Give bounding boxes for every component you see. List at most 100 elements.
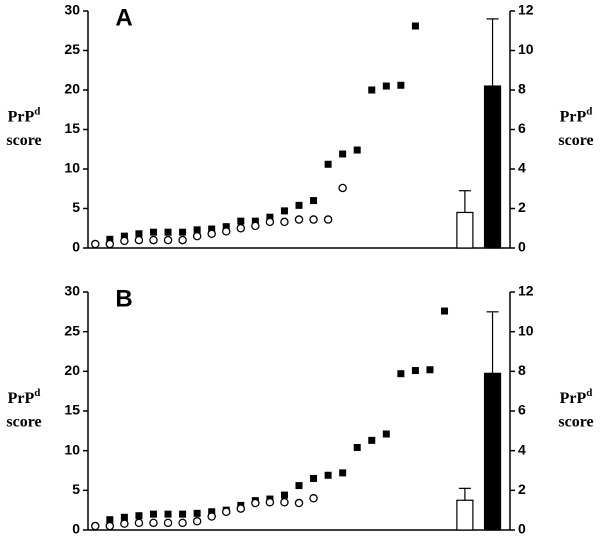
circle-marker [338,183,347,193]
y-axis-label: PrPd [8,387,41,407]
circle-marker [207,512,216,521]
y-tick-label: 15 [64,402,80,418]
y-tick-label: 10 [64,160,80,176]
y2-tick-label: 4 [518,160,526,176]
square-marker [164,510,172,518]
y-tick-label: 30 [64,283,80,299]
bar [483,85,502,249]
y-axis-label-superscript: d [586,105,592,117]
y2-tick-label: 8 [518,81,526,97]
panel-label: A [115,4,132,31]
y-tick-label: 20 [64,362,80,378]
circle-marker [294,498,304,508]
square-marker [266,213,274,221]
square-marker [179,510,187,518]
circle-marker [221,507,231,517]
square-marker [149,510,157,518]
y-axis-label-main: PrP [8,108,35,125]
bar [456,211,474,249]
square-marker [368,436,376,444]
circle-marker [163,518,173,528]
circle-marker [265,497,275,507]
circle-marker [221,227,231,236]
circle-marker [280,217,289,227]
square-marker [339,469,347,477]
y2-tick-label: 12 [518,2,534,18]
panel-label: B [115,285,132,312]
square-marker [280,491,288,499]
y-tick-label: 25 [64,322,80,338]
square-marker [222,223,230,231]
y-axis-label-line2: score [558,132,593,149]
y-axis-label-line2: score [6,132,41,149]
circle-marker [309,215,318,224]
circle-marker [192,231,202,241]
y2-tick-label: 10 [518,322,534,338]
square-marker [368,86,376,94]
square-marker [237,217,245,225]
y-tick-label: 20 [64,81,80,97]
square-marker [397,370,405,378]
circle-marker [265,217,275,227]
y2-tick-label: 0 [518,239,526,255]
circle-marker [178,235,187,245]
circle-marker [91,239,100,249]
square-marker [397,81,405,89]
circle-marker [178,518,187,528]
y-tick-label: 0 [72,521,80,537]
circle-marker [163,235,173,245]
square-marker [382,430,390,438]
square-marker [106,235,114,243]
square-marker [382,82,390,90]
square-marker [208,508,216,516]
y-axis-label: PrPd [560,387,593,407]
square-marker [411,367,419,375]
square-marker [280,207,288,215]
square-marker [193,226,201,234]
y-axis-label: PrPd [560,105,593,125]
square-marker [120,232,128,240]
square-marker [208,225,216,233]
y2-tick-label: 12 [518,283,534,299]
circle-marker [105,521,115,531]
y-tick-label: 0 [72,239,80,255]
square-marker [441,307,449,315]
square-marker [135,512,143,520]
circle-marker [105,239,115,249]
y-axis-label-superscript: d [34,105,40,117]
circle-marker [251,498,260,508]
square-marker [353,146,361,154]
square-marker [339,150,347,158]
square-marker [310,474,318,482]
bar [456,499,474,531]
square-marker [193,509,201,517]
y2-tick-label: 0 [518,521,526,537]
circle-marker [134,235,144,245]
y-axis-label: PrPd [8,105,41,125]
circle-marker [280,497,289,507]
circle-marker [91,521,100,531]
circle-marker [251,221,260,231]
circle-marker [134,518,144,528]
y-axis-label-main: PrP [560,390,587,407]
circle-marker [149,518,158,528]
y-axis-label-superscript: d [586,387,592,399]
circle-marker [236,504,246,513]
y2-tick-label: 10 [518,41,534,57]
bar [483,372,502,531]
circle-marker [207,229,216,239]
square-marker [251,217,259,225]
y-tick-label: 10 [64,441,80,457]
y-axis-label-main: PrP [8,390,35,407]
y2-tick-label: 2 [518,199,526,215]
y-axis-label-superscript: d [34,387,40,399]
y2-tick-label: 8 [518,362,526,378]
y-tick-label: 5 [72,199,80,215]
square-marker [295,201,303,209]
square-marker [353,443,361,451]
circle-marker [192,517,202,526]
circle-marker [149,235,158,245]
square-marker [164,228,172,236]
y-axis-label-line2: score [6,414,41,431]
